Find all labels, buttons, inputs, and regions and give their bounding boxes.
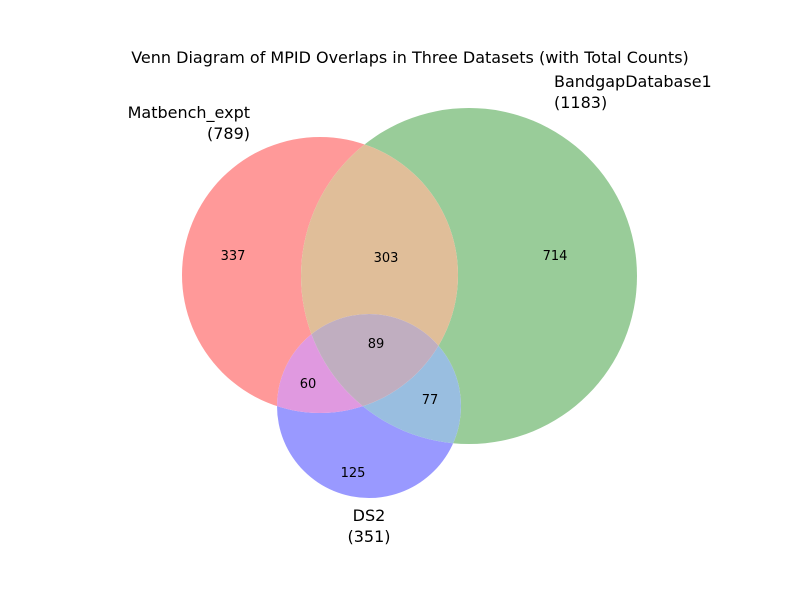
count-bandgap-only: 714 xyxy=(543,249,568,264)
count-ds2-only: 125 xyxy=(341,466,366,481)
set-label-ds2-name: DS2 xyxy=(353,506,386,525)
set-label-matbench-total: (789) xyxy=(207,124,250,143)
count-bandgap-ds2: 77 xyxy=(422,393,439,408)
set-label-ds2-total: (351) xyxy=(347,527,390,546)
count-matbench-ds2: 60 xyxy=(300,377,317,392)
diagram-title: Venn Diagram of MPID Overlaps in Three D… xyxy=(131,48,689,67)
count-matbench-bandgap: 303 xyxy=(374,251,399,266)
count-all-three: 89 xyxy=(368,337,385,352)
set-label-matbench-name: Matbench_expt xyxy=(128,103,250,123)
count-matbench-only: 337 xyxy=(221,249,246,264)
set-label-bandgap-name: BandgapDatabase1 xyxy=(554,72,712,91)
set-label-bandgap-total: (1183) xyxy=(554,93,607,112)
